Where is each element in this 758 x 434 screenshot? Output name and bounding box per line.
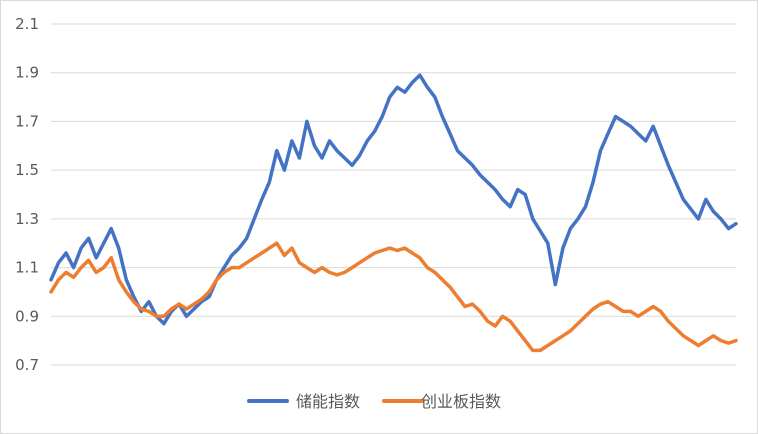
y-tick-label: 1.3 xyxy=(15,210,39,228)
y-tick-label: 1.5 xyxy=(15,161,39,179)
legend: 储能指数 创业板指数 xyxy=(247,392,501,411)
series-lines xyxy=(49,73,738,353)
series-line-0 xyxy=(49,73,738,326)
legend-label-0: 储能指数 xyxy=(296,392,360,411)
y-tick-label: 1.9 xyxy=(15,64,39,82)
y-tick-label: 0.7 xyxy=(15,356,39,374)
y-tick-label: 0.9 xyxy=(15,307,39,325)
y-axis-tick-labels: 0.7 0.9 1.1 1.3 1.5 1.7 1.9 2.1 xyxy=(15,15,39,374)
y-tick-label: 1.7 xyxy=(15,112,39,130)
series-line-1 xyxy=(49,241,738,353)
y-tick-label: 1.1 xyxy=(15,259,39,277)
y-tick-label: 2.1 xyxy=(15,15,39,33)
legend-label-1: 创业板指数 xyxy=(421,392,501,411)
